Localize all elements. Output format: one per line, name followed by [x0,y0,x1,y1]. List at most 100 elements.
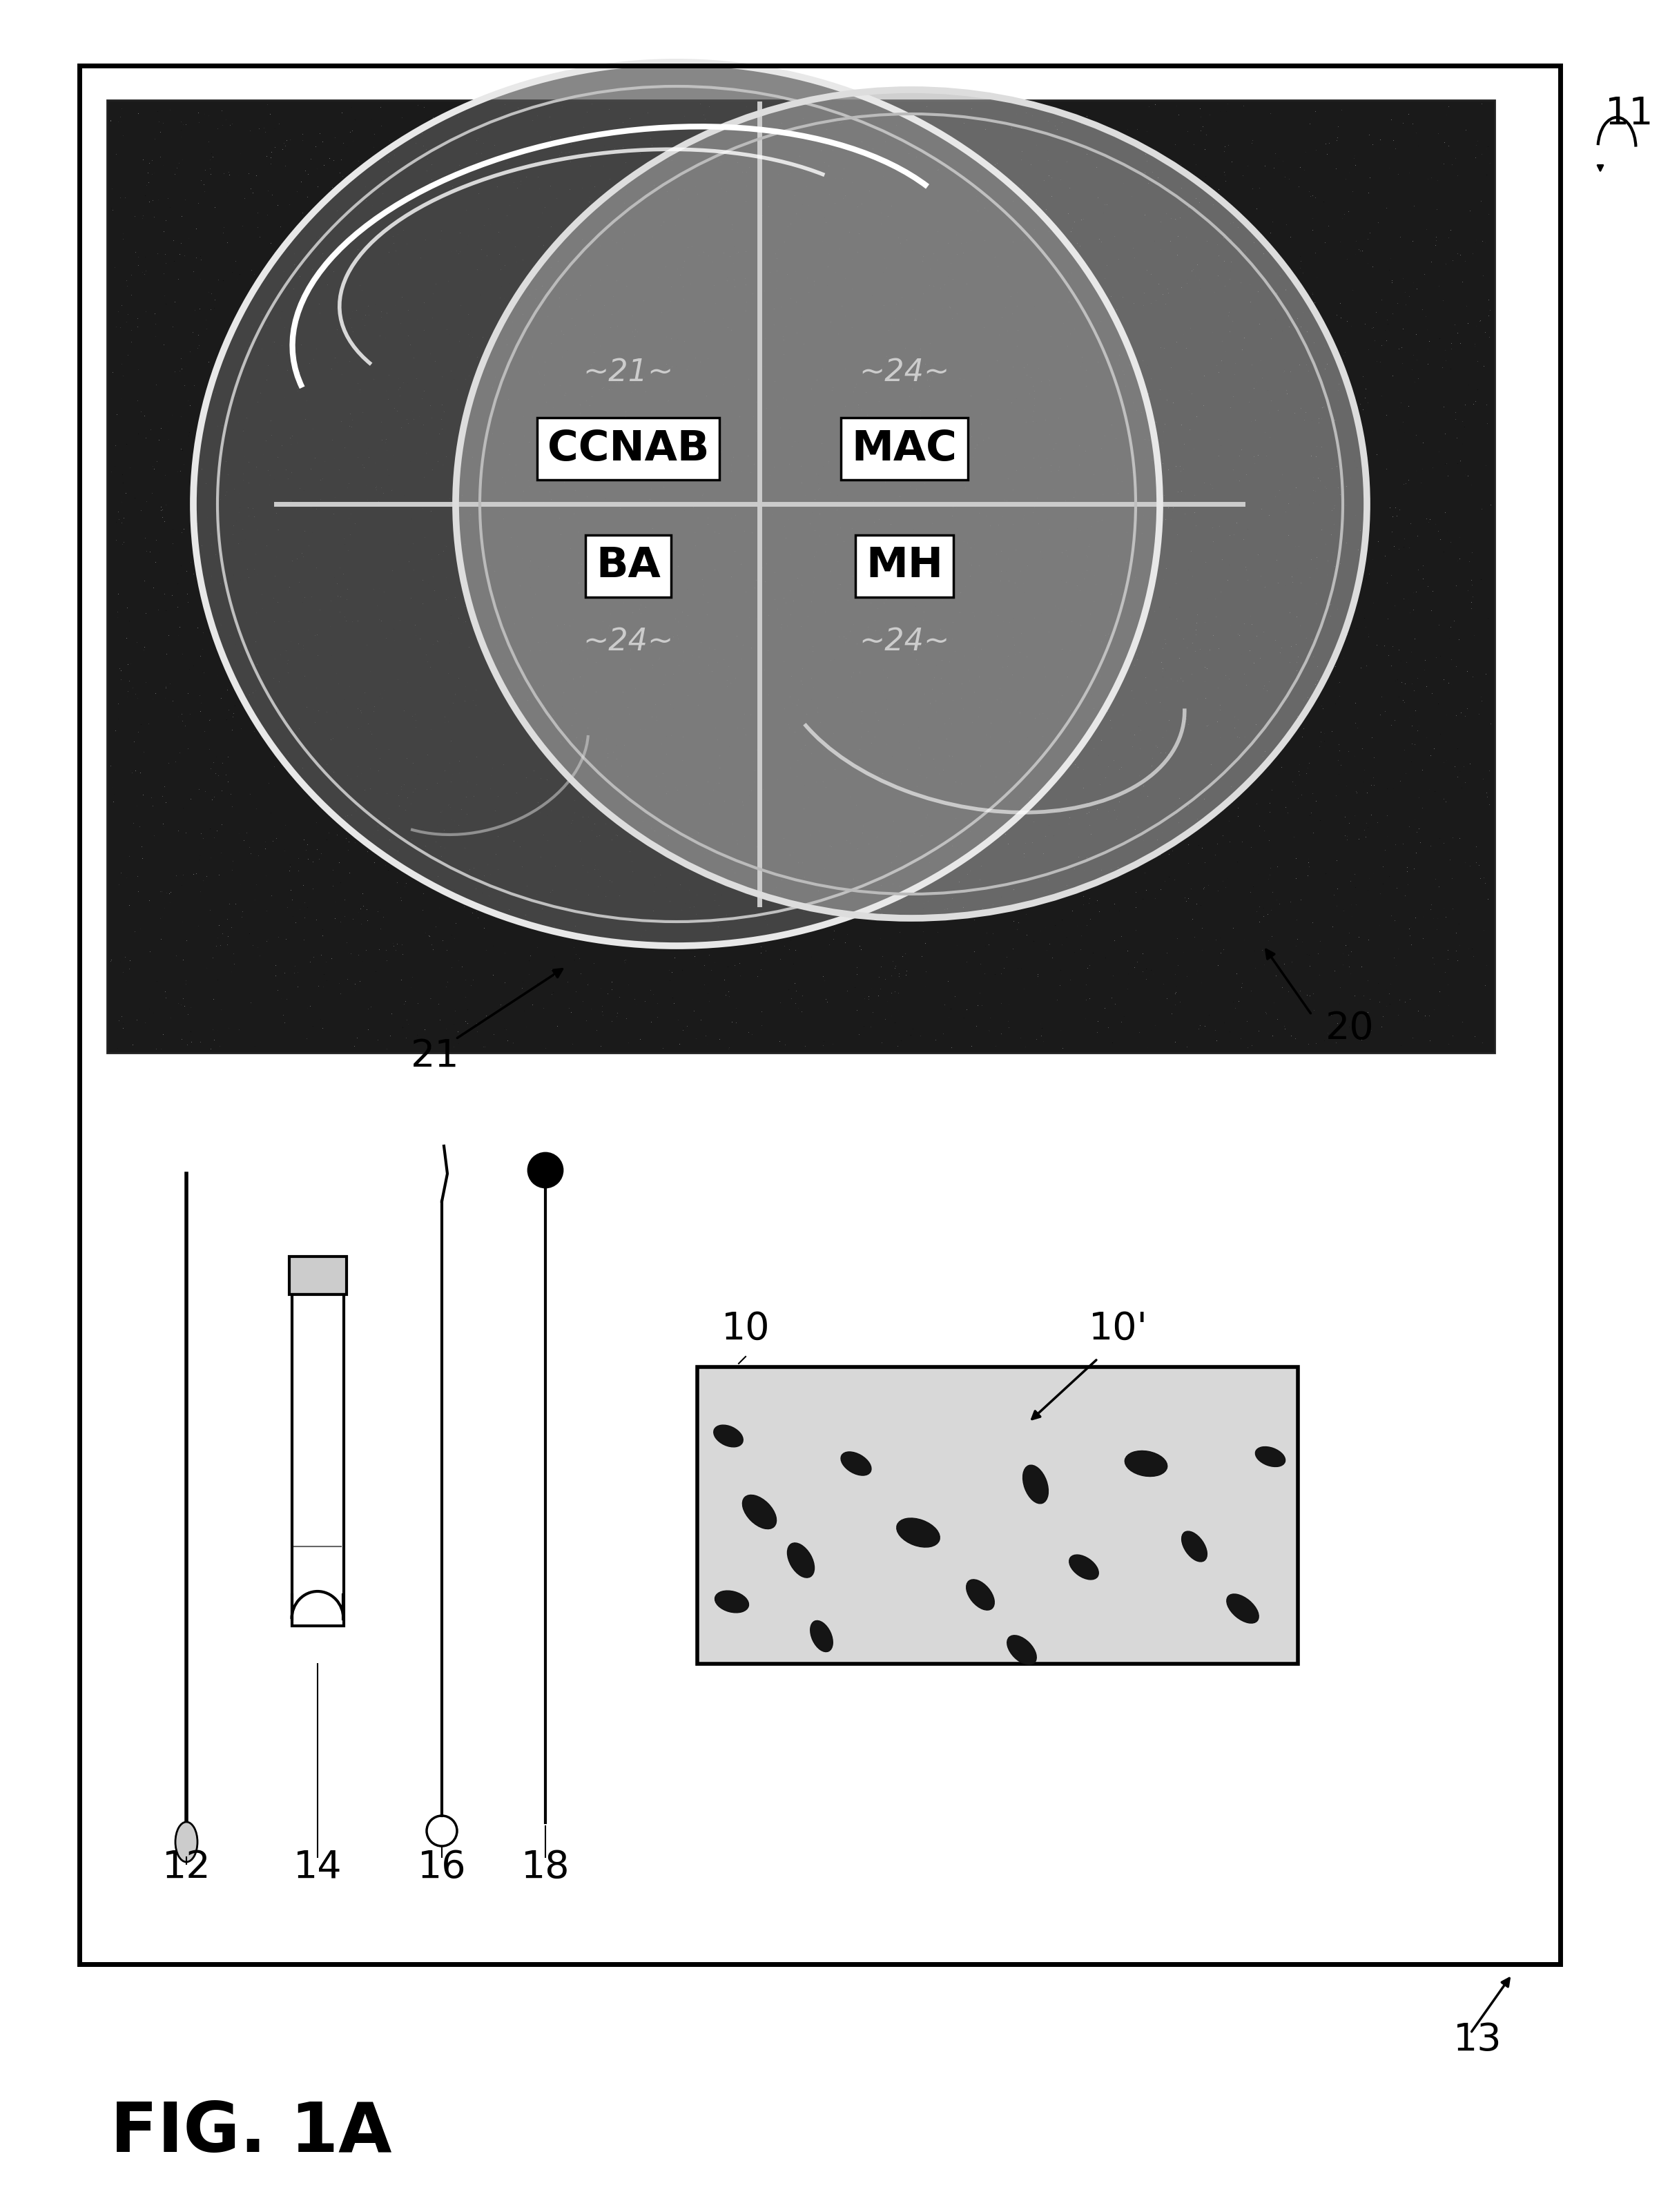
Point [910,885,937,920]
Point [584,684,611,719]
Point [719,219,745,254]
Point [878,487,905,522]
Point [618,535,645,571]
Point [826,232,853,268]
Point [858,250,885,285]
Point [581,675,608,710]
Point [969,285,996,321]
Point [368,484,395,520]
Point [1293,622,1320,657]
Point [576,212,603,248]
Point [568,956,594,991]
Point [213,670,240,706]
Text: ~24~: ~24~ [860,628,950,657]
Point [1347,319,1373,354]
Point [1106,338,1133,374]
Point [939,706,965,741]
Point [448,675,475,710]
Point [752,321,779,356]
Point [1070,555,1096,591]
Point [373,622,400,657]
Point [655,500,682,535]
Point [1328,723,1355,759]
Point [688,126,715,161]
Point [363,838,390,874]
Point [146,535,173,571]
Point [796,792,823,827]
Point [479,416,505,451]
Point [541,761,568,796]
Point [633,827,660,863]
Point [472,832,499,867]
Point [1058,431,1085,467]
Point [337,936,364,971]
Point [660,538,687,573]
Point [556,173,583,208]
Point [1417,188,1444,223]
Point [1331,701,1358,737]
Point [1187,1009,1214,1044]
Point [853,166,880,201]
Point [1288,1022,1315,1057]
Point [1472,763,1499,799]
Point [393,560,420,595]
Point [1308,95,1335,131]
Point [1182,181,1209,217]
Point [492,86,519,122]
Point [880,867,907,902]
Point [178,544,205,580]
Point [1254,314,1281,349]
Point [432,553,458,588]
Point [1253,520,1279,555]
Point [928,487,955,522]
Point [390,717,416,752]
Point [1325,119,1352,155]
Point [1113,661,1140,697]
Point [1150,86,1177,122]
Point [272,438,299,473]
Point [339,403,366,438]
Point [821,987,848,1022]
Point [215,902,242,938]
Point [215,489,242,524]
Point [1012,285,1039,321]
Point [463,719,490,754]
Point [972,1029,999,1064]
Point [866,889,893,925]
Point [1271,947,1298,982]
Point [766,394,792,429]
Point [250,973,277,1009]
Point [1202,776,1229,812]
Point [1471,431,1498,467]
Point [866,891,893,927]
Point [722,533,749,568]
Point [730,215,757,250]
Point [275,307,302,343]
Point [751,896,777,931]
Point [787,465,814,500]
Point [1132,155,1159,190]
Point [722,155,749,190]
Point [915,650,942,686]
Point [588,774,615,810]
Point [1081,184,1108,219]
Point [747,226,774,261]
Point [1407,1000,1434,1035]
Point [1088,624,1115,659]
Point [930,858,957,894]
Point [628,336,655,372]
Point [1414,480,1441,515]
Point [794,332,821,367]
Point [722,947,749,982]
Point [917,858,944,894]
Point [1231,719,1258,754]
Point [1132,562,1159,597]
Point [487,573,514,608]
Point [287,215,314,250]
Point [1467,648,1494,684]
Point [1402,365,1429,400]
Point [814,400,841,436]
Point [1190,155,1217,190]
Point [126,128,153,164]
Point [678,518,705,553]
